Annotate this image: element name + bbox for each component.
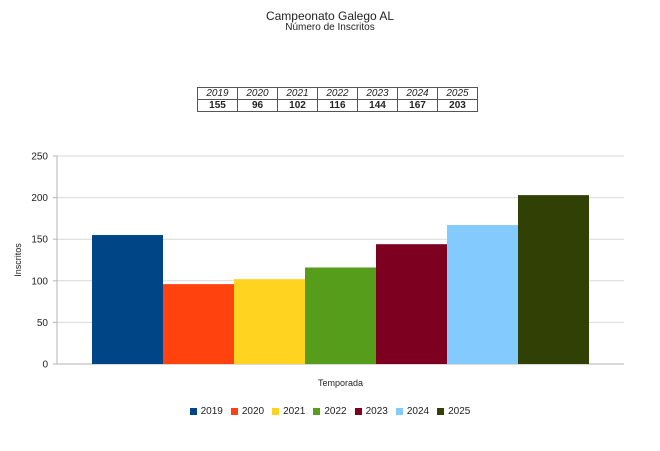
summary-value-cell: 155 (197, 99, 238, 112)
summary-value-cell: 203 (437, 99, 478, 112)
x-axis-label: Temporada (318, 378, 363, 388)
summary-value-cell: 116 (317, 99, 358, 112)
legend-label: 2025 (448, 406, 471, 417)
legend-swatch (437, 408, 445, 415)
legend-swatch (189, 408, 197, 415)
bar-2022 (305, 267, 376, 364)
legend-swatch (313, 408, 321, 415)
y-axis-label: Inscritos (13, 243, 23, 277)
legend-item-2022: 2022 (313, 406, 347, 417)
legend-swatch (272, 408, 280, 415)
legend-item-2019: 2019 (189, 406, 223, 417)
legend-item-2025: 2025 (437, 406, 470, 417)
chart-legend: 2019 2020 2021 2022 2023 2024 2025 (0, 406, 660, 417)
legend-label: 2024 (406, 406, 430, 417)
bar-2024 (447, 225, 518, 364)
y-tick-label: 0 (42, 360, 48, 371)
legend-item-2020: 2020 (230, 406, 265, 417)
y-tick-label: 100 (31, 276, 48, 287)
legend-label: 2021 (283, 406, 306, 417)
legend-label: 2022 (324, 406, 347, 417)
y-tick-label: 200 (31, 193, 48, 204)
y-tick-label: 50 (37, 318, 49, 329)
legend-item-2023: 2023 (354, 406, 388, 417)
legend-label: 2020 (241, 406, 265, 417)
chart-subtitle: Número de Inscritos (285, 22, 375, 33)
legend-label: 2019 (200, 406, 223, 417)
legend-item-2021: 2021 (272, 406, 305, 417)
summary-value-cell: 167 (397, 99, 438, 112)
summary-values-row: 155 96 102 116 144 167 203 (197, 99, 478, 112)
y-tick-label: 150 (31, 235, 48, 246)
summary-table: 2019 2020 2021 2022 2023 2024 2025 155 9… (197, 87, 478, 112)
bar-2019 (92, 235, 163, 364)
bar-2020 (163, 284, 234, 364)
bar-2023 (376, 244, 447, 364)
legend-swatch (354, 408, 362, 415)
chart-title: Campeonato Galego AL (265, 9, 395, 23)
bar-2021 (234, 279, 305, 364)
bar-2025 (518, 195, 589, 364)
legend-label: 2023 (365, 406, 388, 417)
legend-swatch (395, 408, 403, 415)
legend-item-2024: 2024 (395, 406, 430, 417)
legend-swatch (230, 408, 238, 415)
y-tick-label: 250 (31, 152, 48, 163)
